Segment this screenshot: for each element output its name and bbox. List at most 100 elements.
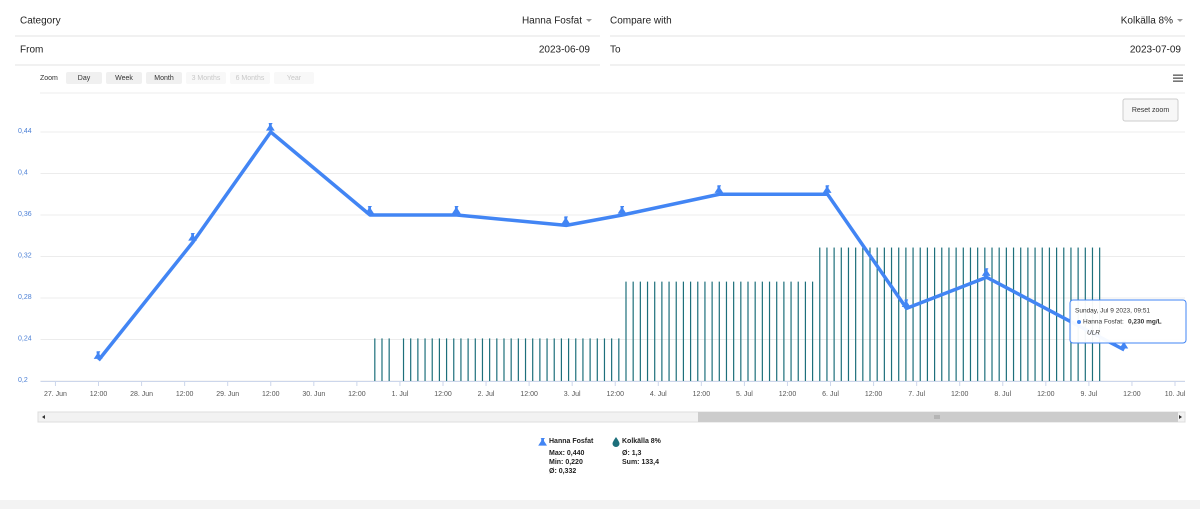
bar [847, 247, 850, 381]
bar [797, 281, 799, 381]
x-tick-label: 6. Jul [822, 391, 839, 398]
bar [826, 247, 828, 381]
scrollbar-track[interactable] [37, 411, 1186, 423]
bar [898, 247, 900, 381]
bar [783, 281, 785, 381]
to-date[interactable]: 2023-07-09 [1130, 45, 1182, 56]
x-tick-label: 2. Jul [478, 391, 495, 398]
zoom-button-label[interactable]: Month [154, 75, 174, 82]
bar [410, 338, 412, 381]
compare-select[interactable]: Kolkälla 8% [1121, 16, 1173, 27]
legend-stat: Sum: 133,4 [622, 459, 659, 466]
bar [811, 281, 814, 381]
point-marker [365, 206, 375, 214]
tooltip-note: ULR [1087, 330, 1100, 337]
bar [661, 281, 663, 381]
point-marker [617, 206, 627, 214]
x-tick-label: 12:00 [520, 391, 538, 398]
bar [625, 281, 627, 381]
from-date[interactable]: 2023-06-09 [539, 45, 591, 56]
legend: Hanna Fosfat Max: 0,440 Min: 0,220 Ø: 0,332… [538, 437, 662, 475]
zoom-button-label[interactable]: Week [115, 75, 133, 82]
bar [489, 338, 491, 381]
bar [589, 338, 591, 381]
tooltip-value: 0,230 mg/L [1128, 319, 1162, 326]
reset-zoom-label[interactable]: Reset zoom [1132, 107, 1170, 114]
bar [1020, 247, 1022, 381]
bar [840, 247, 842, 381]
x-tick-label: 12:00 [606, 391, 624, 398]
zoom-button-label: 6 Months [236, 75, 265, 82]
bar [1012, 247, 1015, 381]
bar [539, 338, 541, 381]
bar [1048, 247, 1051, 381]
zoom-button[interactable] [146, 72, 182, 84]
bar [883, 247, 885, 381]
menu-icon[interactable] [1173, 74, 1183, 82]
bar [969, 247, 972, 381]
dropdown-arrow[interactable] [586, 19, 592, 22]
dropdown-arrow[interactable] [1177, 19, 1183, 22]
compare-label: Compare with [610, 16, 672, 27]
x-tick-label: 12:00 [348, 391, 366, 398]
bar [876, 247, 878, 381]
bar [496, 338, 498, 381]
legend-label[interactable]: Kolkälla 8% [622, 438, 662, 445]
bar [926, 247, 929, 381]
zoom-button-label: Year [287, 75, 302, 82]
point-marker [93, 351, 103, 359]
menu-bar [1173, 74, 1183, 76]
legend-stat: Max: 0,440 [549, 450, 585, 457]
x-tick-label: 3. Jul [564, 391, 581, 398]
zoom-button[interactable] [66, 72, 102, 84]
bar [445, 338, 448, 381]
x-tick-label: 30. Jun [302, 391, 325, 398]
bar [560, 338, 563, 381]
bar [374, 338, 376, 381]
scroll-right[interactable] [1179, 415, 1182, 419]
bar [733, 281, 735, 381]
bar [790, 281, 792, 381]
bar [697, 281, 699, 381]
x-tick-label: 12:00 [693, 391, 711, 398]
x-tick-label: 10. Jul [1165, 391, 1186, 398]
bar [768, 281, 771, 381]
reset-zoom-button[interactable] [1122, 98, 1179, 122]
bar [467, 338, 469, 381]
bar [646, 281, 649, 381]
bar [740, 281, 742, 381]
bar [481, 338, 484, 381]
bar [725, 281, 728, 381]
bar [704, 281, 706, 381]
bar [682, 281, 685, 381]
bar [977, 247, 979, 381]
bar [510, 338, 512, 381]
x-tick-label: 7. Jul [908, 391, 925, 398]
x-tick-label: 12:00 [951, 391, 969, 398]
legend-label[interactable]: Hanna Fosfat [549, 438, 594, 445]
from-label: From [20, 45, 43, 56]
scroll-left[interactable] [42, 415, 45, 419]
zoom-button[interactable] [106, 72, 142, 84]
x-tick-label: 27. Jun [44, 391, 67, 398]
x-tick-label: 5. Jul [736, 391, 753, 398]
bar [955, 247, 957, 381]
zoom-button-label[interactable]: Day [78, 75, 91, 82]
bar [941, 247, 943, 381]
bar [984, 247, 986, 381]
category-select[interactable]: Hanna Fosfat [522, 16, 582, 27]
line [97, 130, 1126, 362]
bar [754, 281, 756, 381]
x-tick-label: 9. Jul [1081, 391, 1098, 398]
legend-stat: Ø: 0,332 [549, 468, 576, 475]
bar [1005, 247, 1007, 381]
bar [862, 247, 864, 381]
bar [596, 338, 598, 381]
footer-band [0, 500, 1200, 509]
scrollbar-thumb[interactable] [698, 412, 1178, 422]
plot-area: 0,2 0,24 0,28 0,32 0,36 0,4 0,44 27. Jun 12:00 28… [18, 123, 1186, 398]
legend-icon [612, 437, 620, 448]
bar [424, 338, 426, 381]
